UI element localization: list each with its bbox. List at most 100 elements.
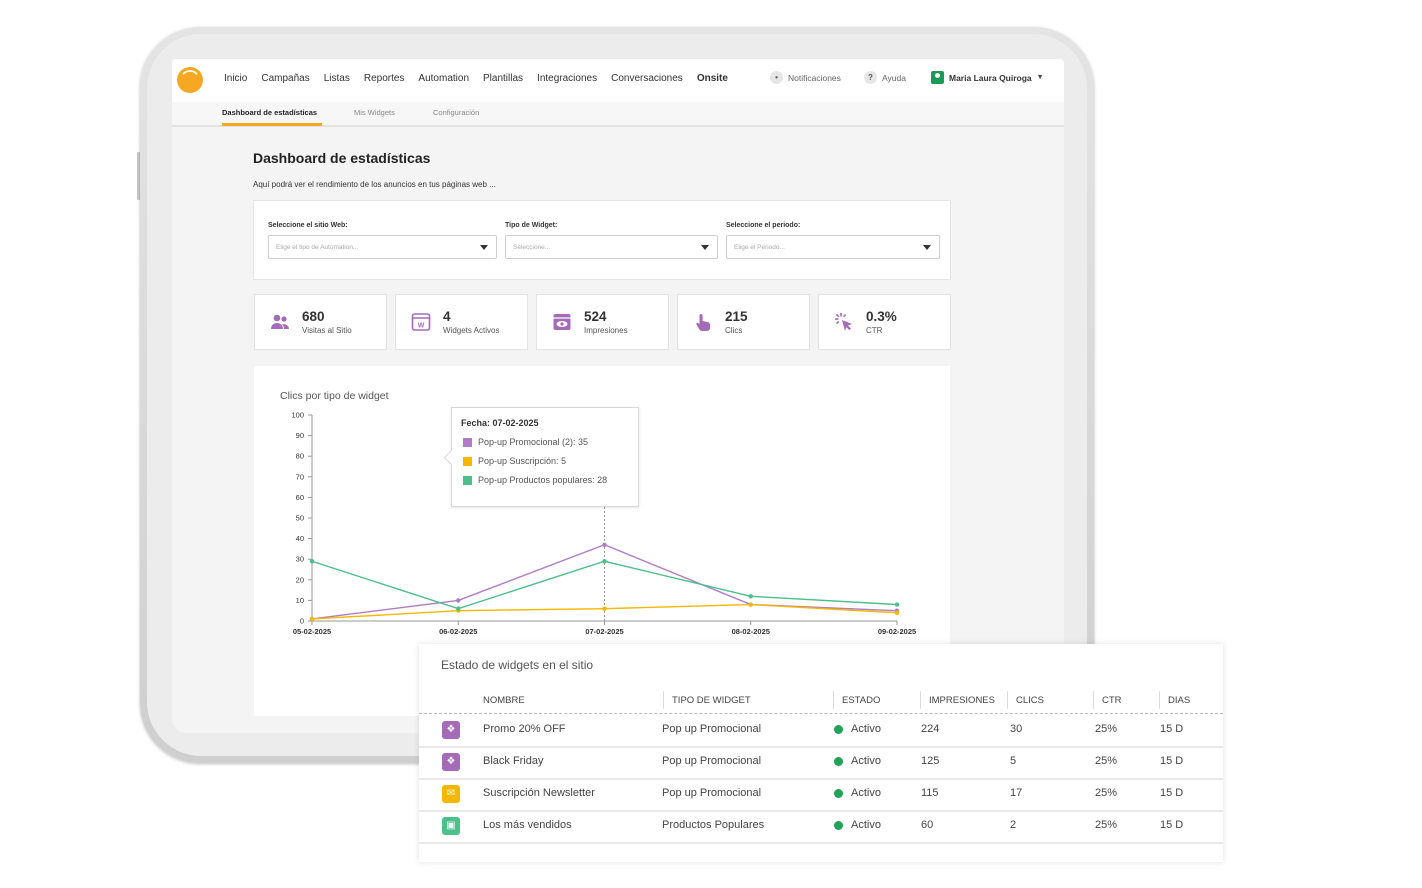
legend-swatch (463, 475, 472, 485)
nav-reportes[interactable]: Reportes (363, 73, 405, 84)
column-header[interactable]: ESTADO (842, 695, 881, 706)
notifications-link[interactable]: • Notificaciones (770, 71, 841, 84)
y-tick-label: 80 (296, 452, 304, 461)
y-tick-label: 90 (296, 431, 304, 440)
y-tick-label: 20 (296, 575, 304, 584)
line-chart: 0 10 20 30 40 50 60 70 80 90 100 05-02-2025 06-02-20… (291, 411, 916, 637)
user-avatar-icon (931, 71, 944, 84)
main-nav: Inicio Campañas Listas Reportes Automati… (224, 73, 728, 84)
tooltip-row: Pop-up Suscripción: 5 (463, 456, 566, 466)
cell-name: Suscripción Newsletter (483, 787, 595, 799)
y-tick-label: 10 (296, 596, 304, 605)
tab-configuracion[interactable]: Configuración (433, 108, 480, 117)
widget-type-select[interactable]: Seleccione... (505, 235, 718, 259)
app-screen: ⌒ Inicio Campañas Listas Reportes Automa… (172, 59, 1064, 733)
user-menu[interactable]: Maria Laura Quiroga ▼ (931, 71, 1044, 84)
table-row[interactable]: ✉ Suscripción Newsletter Pop up Promocio… (419, 779, 1223, 812)
y-tick-label: 70 (296, 472, 304, 481)
tooltip-value: Pop-up Suscripción: 5 (478, 456, 567, 466)
nav-inicio[interactable]: Inicio (224, 73, 248, 84)
stat-label: CTR (866, 326, 883, 335)
product-icon: ▣ (442, 817, 460, 835)
users-icon (271, 314, 289, 329)
svg-text:W: W (418, 323, 425, 330)
stat-value: 215 (725, 309, 748, 324)
table-row[interactable]: ▣ Los más vendidos Productos Populares A… (419, 811, 1223, 844)
nav-conversaciones[interactable]: Conversaciones (611, 73, 683, 84)
chevron-down-icon: ▼ (1036, 74, 1044, 81)
site-select[interactable]: Elige el tipo de Automation... (268, 235, 497, 259)
stat-card-ctr: 0.3% CTR (818, 294, 951, 350)
cell-status: Activo (851, 723, 881, 735)
cell-name: Black Friday (483, 755, 544, 767)
cell-ctr: 25% (1095, 787, 1118, 799)
help-link[interactable]: ? Ayuda (864, 71, 906, 84)
table-row[interactable]: ❖ Promo 20% OFF Pop up Promocional Activ… (419, 715, 1223, 748)
cell-ctr: 25% (1095, 755, 1118, 767)
column-header[interactable]: IMPRESIONES (929, 695, 995, 706)
page-title: Dashboard de estadísticas (253, 150, 431, 166)
cell-impressions: 115 (921, 787, 939, 799)
filter-site-label: Seleccione el sitio Web: (268, 222, 348, 229)
stat-label: Impresiones (584, 326, 628, 335)
status-dot-icon (834, 757, 843, 766)
column-divider (1159, 691, 1160, 709)
chart-title: Clics por tipo de widget (280, 390, 389, 402)
column-header[interactable]: CTR (1102, 695, 1122, 706)
nav-plantillas[interactable]: Plantillas (483, 73, 524, 84)
cell-status: Activo (851, 787, 881, 799)
x-tick-label: 09-02-2025 (878, 627, 916, 636)
column-divider (920, 691, 921, 709)
cell-type: Pop up Promocional (662, 723, 762, 735)
stat-value: 524 (584, 309, 607, 324)
bell-icon: • (770, 71, 783, 84)
tooltip-value: Pop-up Productos populares: 28 (478, 475, 608, 485)
column-header[interactable]: DIAS (1168, 695, 1191, 706)
cell-days: 15 D (1160, 755, 1184, 767)
tooltip-row: Pop-up Productos populares: 28 (463, 475, 607, 485)
cell-clicks: 30 (1010, 723, 1023, 735)
nav-onsite[interactable]: Onsite (696, 73, 728, 84)
user-name: Maria Laura Quiroga (949, 72, 1032, 83)
cell-ctr: 25% (1095, 723, 1118, 735)
x-tick-label: 05-02-2025 (293, 627, 331, 636)
column-header[interactable]: CLICS (1016, 695, 1044, 706)
nav-listas[interactable]: Listas (323, 73, 350, 84)
widget-type-placeholder: Seleccione... (513, 244, 551, 251)
cell-clicks: 2 (1010, 819, 1017, 831)
stat-value: 680 (302, 309, 325, 324)
status-dot-icon (834, 789, 843, 798)
column-header[interactable]: NOMBRE (483, 695, 525, 706)
active-tab-indicator (222, 123, 322, 126)
nav-campanas[interactable]: Campañas (261, 73, 310, 84)
period-select[interactable]: Elige el Periodo... (726, 235, 940, 259)
stat-card-impressions: 524 Impresiones (536, 294, 669, 350)
megaphone-icon: ❖ (442, 753, 460, 771)
status-dot-icon (834, 821, 843, 830)
cell-ctr: 25% (1095, 819, 1118, 831)
x-tick-label: 07-02-2025 (585, 627, 623, 636)
stat-value: 4 (443, 309, 451, 324)
stat-label: Visitas al Sitio (302, 326, 352, 335)
y-tick-label: 60 (296, 493, 304, 502)
filter-period-label: Seleccione el periodo: (726, 222, 801, 229)
chevron-down-icon (923, 245, 931, 250)
period-select-placeholder: Elige el Periodo... (734, 244, 785, 251)
x-tick-label: 06-02-2025 (439, 627, 477, 636)
tab-dashboard[interactable]: Dashboard de estadísticas (222, 108, 318, 117)
nav-automation[interactable]: Automation (418, 73, 470, 84)
logo-icon[interactable]: ⌒ (177, 67, 203, 93)
help-label: Ayuda (882, 72, 906, 83)
filter-widget-type-label: Tipo de Widget: (505, 222, 558, 229)
nav-integraciones[interactable]: Integraciones (537, 73, 598, 84)
cell-clicks: 5 (1010, 755, 1017, 767)
column-divider (663, 691, 664, 709)
data-point (456, 598, 461, 603)
eye-window-icon (553, 314, 571, 330)
status-dot-icon (834, 725, 843, 734)
widgets-status-table: Estado de widgets en el sitio NOMBRE TIP… (419, 644, 1223, 862)
table-row[interactable]: ❖ Black Friday Pop up Promocional Activo… (419, 747, 1223, 780)
column-header[interactable]: TIPO DE WIDGET (672, 695, 751, 706)
megaphone-icon: ❖ (442, 721, 460, 739)
tab-mis-widgets[interactable]: Mis Widgets (354, 108, 395, 117)
